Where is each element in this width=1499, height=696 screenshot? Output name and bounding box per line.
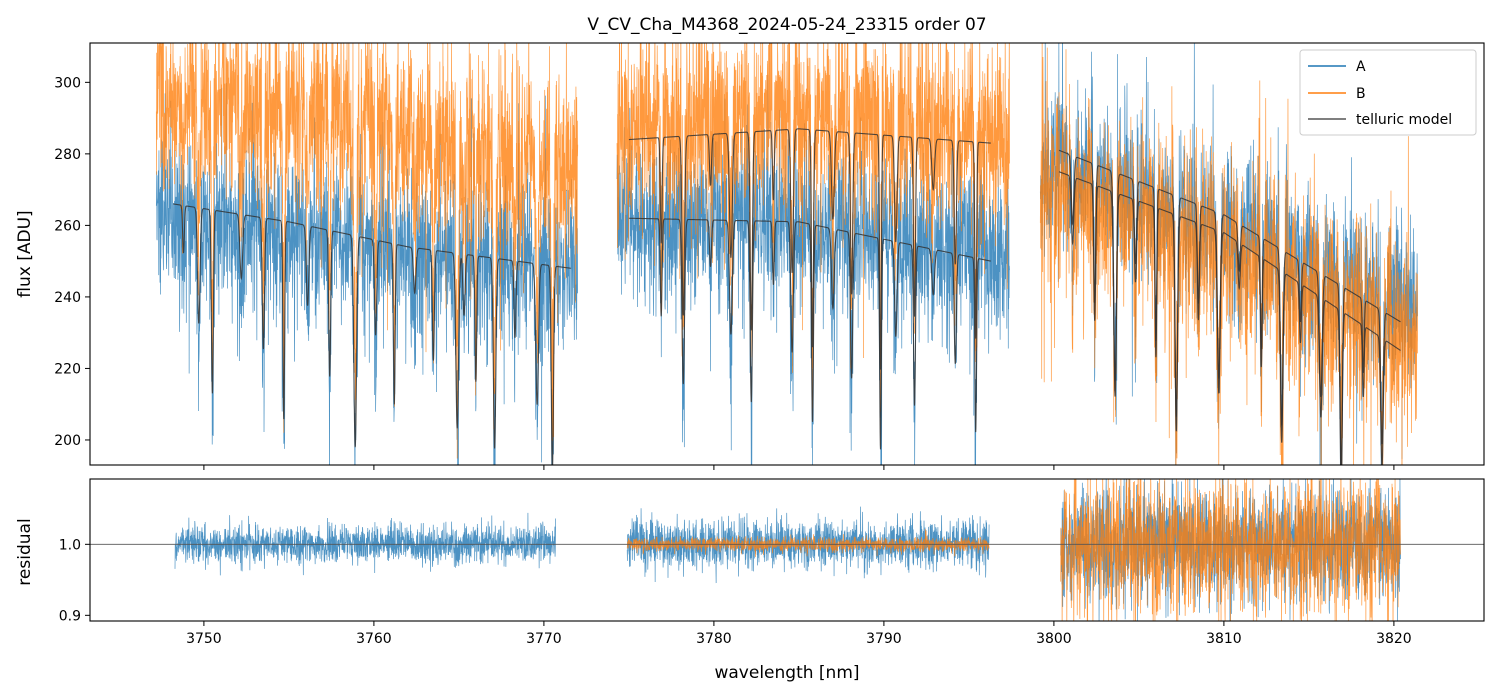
flux-series-a-segment [616,74,1010,465]
residual-x-tick-label: 3750 [186,631,222,647]
residual-series-a-segment [174,512,557,576]
chart-title: V_CV_Cha_M4368_2024-05-24_23315 order 07 [587,15,986,35]
residual-series-b-segment [1060,479,1401,621]
residual-axes-frame [89,478,1485,622]
flux-series-b-segment [1039,43,1418,465]
residual-x-tick-label: 3790 [866,631,902,647]
flux-y-ticks: 200 220 240 260 280 300 [54,75,90,449]
flux-series-a-segment [155,82,578,465]
legend-box [1299,49,1477,136]
legend-label-b: B [1356,86,1366,102]
flux-axes-frame [89,42,1485,466]
residual-plot-area [90,479,1484,621]
residual-x-tick-label: 3800 [1036,631,1072,647]
flux-y-tick-label: 240 [54,290,81,306]
residual-x-tick-label: 3780 [696,631,732,647]
residual-x-tick-label: 3820 [1376,631,1412,647]
residual-x-tick-label: 3760 [356,631,392,647]
flux-series-b-segment [155,43,579,459]
legend: A B telluric model [1299,49,1477,136]
telluric-model-line [628,128,1401,465]
flux-y-tick-label: 220 [54,361,81,377]
residual-y-ticks: 0.9 1.0 [59,537,90,624]
legend-label-a: A [1356,59,1366,75]
residual-panel: 0.91.0 3750 3760 3770 3780 3790 3800 3810 3820 … [15,478,1485,683]
residual-y-tick-label: 1.0 [59,537,81,553]
legend-label-telluric: telluric model [1356,112,1452,128]
telluric-model-line [173,203,571,465]
residual-series-b-segment [626,529,990,557]
flux-y-tick-label: 280 [54,147,81,163]
residual-x-ticks: 3750 3760 3770 3780 3790 3800 3810 3820 [186,621,1412,647]
residual-x-tick-label: 3810 [1206,631,1242,647]
flux-y-tick-label: 300 [54,75,81,91]
residual-y-tick-label: 0.9 [59,608,81,624]
flux-panel: 200 220 240 260 280 300 flux [ADU] A B tellur… [15,42,1485,470]
flux-y-tick-label: 260 [54,218,81,234]
flux-plot-area [155,43,1418,465]
flux-y-tick-label: 200 [54,433,81,449]
residual-y-axis-label: residual [15,518,35,585]
x-axis-label: wavelength [nm] [714,663,859,683]
flux-y-axis-label: flux [ADU] [15,210,35,297]
residual-x-tick-label: 3770 [526,631,562,647]
flux-x-ticks [203,465,1395,470]
